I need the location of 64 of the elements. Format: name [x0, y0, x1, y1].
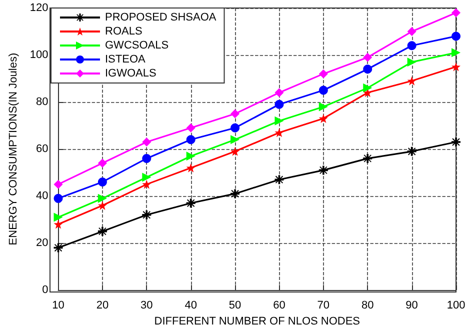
point: [186, 163, 196, 172]
point: [274, 88, 284, 98]
y-tick-label: 80: [36, 96, 48, 108]
x-tick-label: 10: [52, 300, 64, 312]
y-tick-label: 100: [30, 49, 48, 62]
point: [54, 194, 63, 203]
x-tick-label: 90: [406, 300, 418, 312]
x-tick-label: 20: [96, 300, 109, 312]
point: [54, 180, 63, 189]
x-tick-label: 40: [184, 300, 197, 312]
point: [407, 41, 416, 50]
legend-label: IGWOALS: [105, 68, 156, 80]
point: [54, 212, 63, 222]
point: [452, 8, 460, 18]
point: [186, 152, 196, 161]
y-axis-title: ENERGY CONSUMPTIONS(IN Joules): [8, 52, 20, 246]
y-tick-label: 20: [36, 237, 48, 250]
x-axis-title: DIFFERENT NUMBER OF NLOS NODES: [154, 316, 360, 328]
x-tick-label: 60: [273, 300, 286, 312]
point: [363, 154, 372, 163]
point: [363, 83, 372, 92]
point: [407, 76, 416, 86]
y-tick-label: 0: [42, 284, 48, 296]
point: [186, 135, 196, 144]
point: [318, 69, 328, 78]
point: [98, 177, 107, 186]
point: [230, 135, 240, 144]
y-tick-label: 40: [36, 190, 48, 202]
point: [142, 180, 152, 189]
legend-label: ISTEOA: [105, 54, 146, 66]
point: [98, 194, 107, 203]
point: [54, 220, 63, 229]
point: [142, 137, 152, 146]
x-tick-label: 50: [228, 300, 242, 312]
point: [230, 146, 240, 156]
legend-label: PROPOSED SHSAOA: [105, 12, 217, 24]
point: [142, 154, 152, 163]
y-tick-label: 60: [36, 143, 48, 156]
x-tick-label: 100: [446, 300, 466, 312]
legend-label: ROALS: [105, 26, 142, 38]
point: [98, 158, 107, 168]
point: [274, 116, 284, 126]
point: [452, 62, 460, 72]
y-tick-label: 120: [30, 2, 48, 14]
point: [407, 27, 416, 36]
point: [274, 128, 284, 138]
point: [230, 123, 240, 132]
point: [318, 86, 328, 95]
x-tick-label: 30: [140, 300, 153, 312]
point: [318, 114, 328, 123]
legend-label: GWCSOALS: [105, 40, 169, 52]
point: [407, 58, 416, 67]
point: [452, 48, 460, 58]
x-tick-label: 80: [361, 300, 374, 312]
point: [318, 102, 328, 112]
point: [142, 172, 152, 182]
point: [186, 123, 196, 132]
point: [452, 32, 460, 41]
point: [363, 52, 372, 62]
point: [98, 200, 107, 210]
x-tick-label: 70: [317, 300, 330, 312]
point: [363, 64, 372, 74]
point: [230, 109, 240, 118]
point: [274, 100, 284, 109]
